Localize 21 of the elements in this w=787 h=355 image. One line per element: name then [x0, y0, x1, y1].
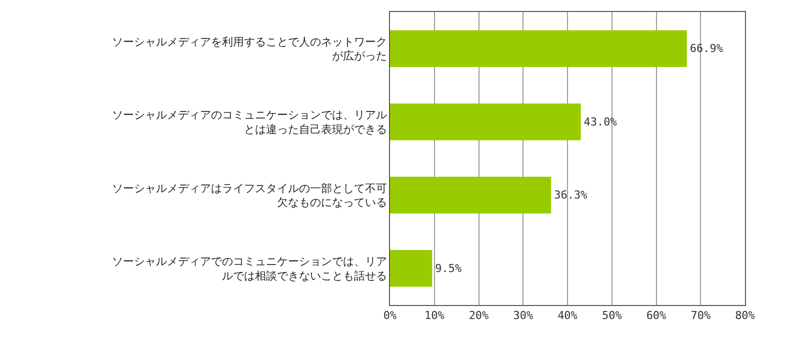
x-tick-label: 20% — [468, 309, 490, 322]
bar — [390, 176, 552, 214]
x-tick-label: 70% — [690, 309, 711, 322]
data-label: 43.0% — [584, 115, 618, 128]
x-tick-label: 50% — [602, 309, 622, 322]
data-label: 36.3% — [554, 188, 588, 202]
x-tick-label: 0% — [383, 309, 397, 322]
x-tick-label: 80% — [735, 309, 756, 322]
bar — [390, 30, 687, 67]
x-tick-label: 60% — [646, 309, 667, 322]
data-label: 9.5% — [435, 262, 462, 275]
data-label: 66.9% — [690, 42, 724, 56]
x-tick-label: 40% — [558, 309, 578, 322]
y-tick-label: ソーシャルメディアを利用することで人のネットワークが広がった — [112, 35, 387, 63]
bar — [390, 250, 432, 287]
x-tick-label: 10% — [424, 309, 445, 322]
y-tick-label: ソーシャルメディアでのコミュニケーションでは、リアルでは相談できないことも話せる — [112, 255, 387, 282]
x-tick-label: 30% — [513, 309, 534, 322]
y-tick-label: ソーシャルメディアのコミュニケーションでは、リアルとは違った自己表現ができる — [112, 108, 387, 136]
bar — [390, 104, 581, 140]
y-tick-label: ソーシャルメディアはライフスタイルの一部として不可欠なものになっている — [112, 182, 387, 210]
